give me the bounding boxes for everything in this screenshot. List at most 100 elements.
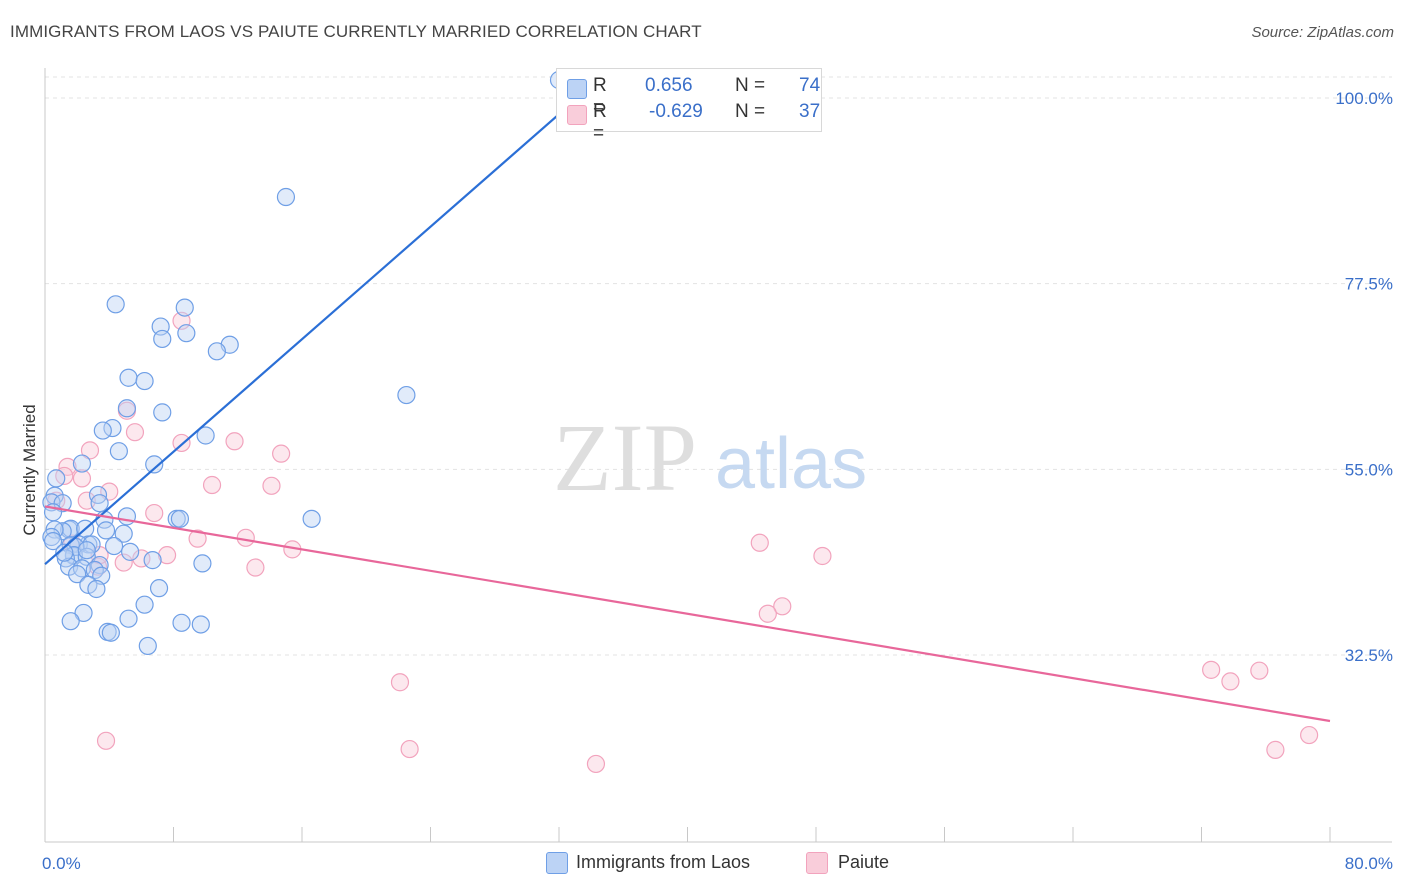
laos-point: [143, 551, 162, 570]
series-legend: Immigrants from Laos Paiute: [0, 852, 1406, 878]
legend-swatch-laos: [567, 79, 587, 99]
paiute-point: [202, 475, 222, 495]
x-tick-label-max: 80.0%: [1345, 854, 1393, 873]
laos-point: [93, 421, 112, 440]
paiute-point: [1202, 660, 1221, 679]
laos-point: [193, 554, 212, 573]
paiute-point: [145, 503, 164, 523]
laos-trend-line: [44, 87, 590, 566]
laos-point: [104, 536, 124, 556]
paiute-point: [272, 444, 291, 463]
laos-point: [109, 442, 128, 461]
paiute-point: [246, 558, 265, 577]
paiute-point: [236, 528, 255, 547]
laos-point: [117, 399, 137, 418]
paiute-point: [262, 476, 281, 495]
laos-point: [196, 426, 215, 445]
legend-label-laos: Immigrants from Laos: [576, 852, 751, 872]
legend-r-value-paiute: -0.629: [649, 101, 703, 122]
legend-n-value-laos: 74: [799, 75, 821, 96]
paiute-point: [773, 597, 792, 616]
legend-swatch-laos: [546, 852, 568, 874]
y-tick-label: 55.0%: [1345, 460, 1393, 479]
laos-point: [153, 403, 172, 422]
laos-point: [117, 507, 137, 526]
laos-point: [276, 187, 296, 207]
laos-point: [114, 524, 133, 543]
laos-point: [175, 298, 194, 317]
laos-point: [106, 295, 125, 314]
laos-point: [47, 469, 66, 488]
y-tick-label: 100.0%: [1335, 89, 1393, 108]
legend-r-value-laos: 0.656: [645, 75, 693, 96]
paiute-point: [157, 546, 177, 565]
laos-point: [53, 494, 72, 513]
paiute-point: [96, 731, 116, 750]
laos-point: [55, 543, 74, 562]
watermark-atlas: atlas: [715, 424, 867, 504]
laos-point: [90, 494, 109, 513]
laos-point: [96, 521, 116, 540]
laos-point: [61, 612, 80, 631]
source-label: Source: ZipAtlas.com: [1251, 24, 1394, 41]
laos-point: [43, 532, 63, 551]
paiute-point: [586, 754, 606, 774]
paiute-point: [225, 432, 244, 451]
legend-r-label: R =: [593, 101, 607, 144]
laos-point: [207, 342, 226, 361]
correlation-legend: R = 0.656 N = 74 R = -0.629 N = 37: [556, 68, 822, 144]
legend-swatch-paiute: [567, 105, 587, 125]
paiute-trend-line: [44, 505, 1331, 723]
paiute-point: [750, 533, 769, 552]
laos-point: [121, 542, 140, 561]
paiute-point: [188, 529, 207, 548]
paiute-point: [132, 549, 151, 568]
paiute-point: [758, 604, 777, 623]
paiute-point: [1266, 740, 1285, 759]
laos-point: [74, 603, 93, 623]
paiute-point: [72, 469, 92, 488]
laos-point: [72, 454, 92, 473]
legend-r-label: R =: [593, 75, 607, 118]
legend-label-paiute: Paiute: [838, 852, 890, 872]
y-tick-label: 32.5%: [1345, 646, 1393, 665]
paiute-point: [80, 441, 100, 460]
legend-n-label: N =: [735, 101, 766, 122]
laos-point: [191, 615, 210, 634]
legend-n-label: N =: [735, 75, 766, 96]
laos-point: [101, 623, 120, 642]
laos-point: [177, 324, 196, 343]
laos-point: [302, 509, 321, 528]
laos-point: [77, 541, 96, 560]
laos-point: [149, 579, 169, 598]
laos-point: [119, 368, 138, 387]
laos-point: [135, 595, 154, 614]
chart-title: IMMIGRANTS FROM LAOS VS PAIUTE CURRENTLY…: [10, 22, 702, 41]
laos-point: [135, 371, 154, 391]
laos-point: [59, 520, 79, 539]
x-tick-label-min: 0.0%: [42, 854, 81, 873]
axes: [44, 68, 1392, 843]
tick-labels: 32.5% 55.0% 77.5% 100.0% 0.0% 80.0%: [42, 89, 1393, 873]
laos-point: [119, 609, 138, 628]
paiute-point: [1300, 725, 1319, 745]
laos-point: [172, 613, 191, 632]
paiute-point: [1250, 661, 1269, 680]
paiute-point: [390, 673, 410, 692]
laos-point: [87, 579, 106, 599]
paiute-point: [400, 739, 419, 759]
paiute-points: [47, 311, 1319, 774]
legend-n-value-paiute: 37: [799, 101, 821, 122]
y-tick-label: 77.5%: [1345, 275, 1393, 294]
paiute-point: [114, 553, 133, 572]
legend-swatch-paiute: [806, 852, 828, 874]
trend-lines: [44, 87, 1331, 723]
laos-point: [77, 547, 96, 566]
watermark-zip: ZIP: [553, 404, 697, 511]
laos-point: [397, 385, 416, 405]
paiute-point: [125, 423, 145, 442]
laos-point: [138, 636, 157, 656]
laos-point: [68, 565, 87, 584]
laos-point: [145, 455, 164, 474]
